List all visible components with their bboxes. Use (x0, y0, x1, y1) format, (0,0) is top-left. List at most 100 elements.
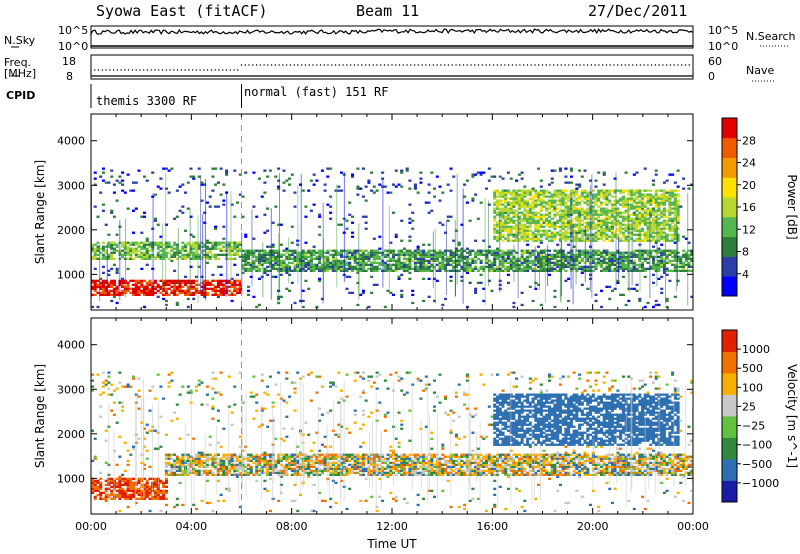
data-cell (192, 293, 196, 296)
data-cell (192, 437, 196, 440)
data-cell (101, 257, 105, 260)
data-cell (383, 263, 387, 266)
data-cell (175, 189, 179, 192)
data-cell (162, 283, 166, 286)
data-cell (605, 199, 609, 202)
data-cell (164, 303, 168, 307)
data-cell (181, 459, 185, 462)
data-cell (331, 249, 335, 252)
data-cell (115, 249, 119, 252)
data-cell (104, 285, 108, 288)
data-cell (646, 217, 650, 220)
data-cell (140, 289, 144, 292)
data-cell (465, 263, 469, 266)
data-cell (118, 435, 122, 438)
data-cell (216, 469, 220, 472)
data-cell (236, 249, 240, 252)
data-cell (156, 495, 160, 498)
data-cell (419, 253, 423, 256)
data-cell (643, 267, 647, 270)
data-cell (312, 265, 316, 268)
data-cell (657, 201, 661, 204)
nave-dot (579, 64, 581, 66)
data-cell (537, 215, 541, 218)
data-cell (318, 215, 322, 218)
data-cell (572, 191, 576, 194)
data-cell (112, 295, 116, 298)
data-cell (205, 239, 209, 242)
data-cell (460, 279, 464, 282)
data-cell (236, 473, 240, 476)
data-cell (356, 251, 360, 254)
data-cell (630, 205, 634, 208)
data-cell (323, 263, 327, 266)
data-cell (140, 257, 144, 260)
data-cell (624, 239, 628, 242)
data-cell (153, 485, 157, 488)
data-cell (586, 199, 590, 202)
data-cell (567, 193, 571, 196)
data-cell (101, 371, 105, 374)
station-title: Syowa East (fitACF) (96, 2, 268, 20)
data-cell (537, 223, 541, 226)
data-cell (408, 277, 412, 280)
data-cell (143, 241, 147, 244)
data-cell (654, 215, 658, 218)
data-cell (132, 189, 136, 192)
data-cell (597, 263, 601, 266)
data-cell (178, 287, 182, 290)
data-cell (506, 233, 510, 236)
data-cell (545, 203, 549, 206)
data-cell (638, 211, 642, 214)
data-cell (608, 229, 612, 232)
data-cell (372, 237, 376, 240)
data-cell (181, 503, 185, 507)
data-cell (474, 267, 478, 270)
data-cell (386, 253, 390, 256)
data-cell (476, 251, 480, 254)
data-cell (665, 255, 669, 258)
data-cell (159, 243, 163, 246)
data-cell (646, 251, 650, 254)
data-cell (230, 291, 234, 294)
data-cell (241, 467, 245, 470)
data-cell (610, 261, 614, 264)
data-cell (175, 251, 179, 254)
data-cell (364, 199, 368, 202)
data-cell (594, 251, 598, 254)
data-cell (402, 253, 406, 256)
data-cell (454, 265, 458, 268)
data-cell (162, 491, 166, 494)
data-cell (424, 263, 428, 266)
data-cell (506, 251, 510, 254)
data-cell (340, 189, 344, 192)
data-cell (600, 221, 604, 224)
data-cell (501, 229, 505, 232)
data-cell (115, 477, 119, 480)
data-cell (493, 255, 497, 258)
data-cell (121, 479, 125, 482)
nave-dot (161, 69, 164, 71)
data-cell (523, 231, 527, 234)
data-cell (575, 225, 579, 228)
data-cell (493, 267, 497, 270)
data-cell (515, 189, 519, 192)
data-cell (646, 201, 650, 204)
data-cell (556, 243, 560, 246)
data-cell (312, 203, 316, 206)
data-cell (367, 253, 371, 256)
data-cell (578, 169, 582, 172)
data-cell (101, 271, 105, 274)
data-cell (676, 201, 680, 204)
data-cell (517, 207, 521, 210)
data-cell (214, 245, 218, 248)
data-cell (173, 285, 177, 288)
data-cell (594, 253, 598, 256)
data-cell (520, 225, 524, 228)
data-cell (591, 253, 595, 256)
data-cell (608, 225, 612, 228)
data-cell (279, 261, 283, 264)
data-cell (230, 247, 234, 250)
data-cell (386, 251, 390, 254)
data-cell (676, 265, 680, 268)
